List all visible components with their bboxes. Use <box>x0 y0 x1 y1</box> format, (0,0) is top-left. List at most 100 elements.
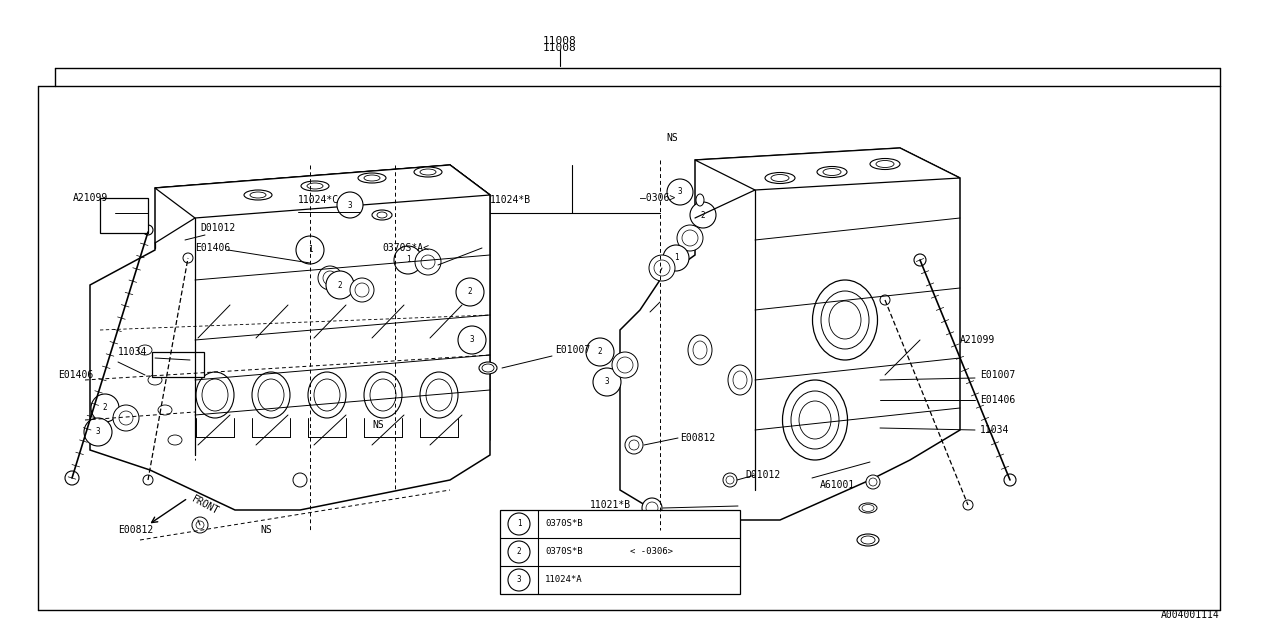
Ellipse shape <box>858 534 879 546</box>
Text: 3: 3 <box>604 378 609 387</box>
Ellipse shape <box>859 503 877 513</box>
Circle shape <box>196 521 204 529</box>
Text: 1: 1 <box>673 253 678 262</box>
Circle shape <box>663 245 689 271</box>
Ellipse shape <box>692 341 707 359</box>
Text: 11008: 11008 <box>543 36 577 46</box>
Ellipse shape <box>426 379 452 411</box>
Ellipse shape <box>358 173 387 183</box>
Text: 11024*B: 11024*B <box>490 195 531 205</box>
Ellipse shape <box>364 175 380 181</box>
Text: A61001: A61001 <box>820 480 855 490</box>
Circle shape <box>293 473 307 487</box>
Text: D01012: D01012 <box>745 470 781 480</box>
Circle shape <box>654 260 669 276</box>
Text: 11024*A: 11024*A <box>545 575 582 584</box>
Circle shape <box>508 513 530 535</box>
Circle shape <box>65 471 79 485</box>
Text: E00812: E00812 <box>118 525 154 535</box>
Text: E01406: E01406 <box>980 395 1015 405</box>
Circle shape <box>643 498 662 518</box>
Ellipse shape <box>861 536 876 544</box>
Ellipse shape <box>689 335 712 365</box>
Text: 3: 3 <box>517 575 521 584</box>
Ellipse shape <box>196 372 234 418</box>
Circle shape <box>726 476 733 484</box>
Ellipse shape <box>364 372 402 418</box>
Circle shape <box>690 202 716 228</box>
Polygon shape <box>620 148 960 520</box>
Ellipse shape <box>876 161 893 168</box>
Circle shape <box>296 236 324 264</box>
Circle shape <box>667 179 692 205</box>
Ellipse shape <box>413 167 442 177</box>
Ellipse shape <box>314 379 340 411</box>
Ellipse shape <box>765 173 795 184</box>
Circle shape <box>143 475 154 485</box>
Text: D01012: D01012 <box>200 223 236 233</box>
Text: A21099: A21099 <box>960 335 996 345</box>
Circle shape <box>508 541 530 563</box>
Text: E01007: E01007 <box>556 345 590 355</box>
Text: A004001114: A004001114 <box>1161 610 1220 620</box>
Circle shape <box>326 271 355 299</box>
Ellipse shape <box>372 210 392 220</box>
Text: NS: NS <box>372 420 384 430</box>
Ellipse shape <box>250 192 266 198</box>
Circle shape <box>143 225 154 235</box>
Polygon shape <box>451 165 490 465</box>
Text: 0370S*B: 0370S*B <box>545 547 582 557</box>
Circle shape <box>349 278 374 302</box>
Circle shape <box>119 411 133 425</box>
Text: 2: 2 <box>467 287 472 296</box>
Bar <box>152 352 204 377</box>
Text: E01406: E01406 <box>58 370 93 380</box>
Circle shape <box>91 394 119 422</box>
Ellipse shape <box>799 401 831 439</box>
Circle shape <box>192 517 207 533</box>
Ellipse shape <box>782 380 847 460</box>
Text: 2: 2 <box>598 348 603 356</box>
Ellipse shape <box>728 365 753 395</box>
Ellipse shape <box>252 372 291 418</box>
Ellipse shape <box>696 194 704 206</box>
Ellipse shape <box>479 362 497 374</box>
Text: 3: 3 <box>677 188 682 196</box>
Text: —0306>: —0306> <box>640 193 676 203</box>
Circle shape <box>183 253 193 263</box>
Circle shape <box>682 230 698 246</box>
Text: E01007: E01007 <box>980 370 1015 380</box>
Ellipse shape <box>370 379 396 411</box>
Circle shape <box>458 326 486 354</box>
Circle shape <box>963 500 973 510</box>
Polygon shape <box>155 165 490 220</box>
Ellipse shape <box>259 379 284 411</box>
Text: 2: 2 <box>700 211 705 220</box>
Circle shape <box>113 405 140 431</box>
Text: 1: 1 <box>307 246 312 255</box>
Ellipse shape <box>813 280 878 360</box>
Text: 0370S*B: 0370S*B <box>545 520 582 529</box>
Text: E00812: E00812 <box>680 433 716 443</box>
Circle shape <box>723 473 737 487</box>
Ellipse shape <box>202 379 228 411</box>
Text: 2: 2 <box>102 403 108 413</box>
Text: 2: 2 <box>338 280 342 289</box>
Ellipse shape <box>301 181 329 191</box>
Text: 11021*B: 11021*B <box>590 500 631 510</box>
Circle shape <box>646 502 658 514</box>
Circle shape <box>867 475 881 489</box>
Ellipse shape <box>861 504 874 511</box>
Ellipse shape <box>307 183 323 189</box>
Circle shape <box>677 225 703 251</box>
Text: FRONT: FRONT <box>189 493 220 516</box>
Circle shape <box>508 569 530 591</box>
Ellipse shape <box>791 391 838 449</box>
Text: A21099: A21099 <box>73 193 109 203</box>
Circle shape <box>593 368 621 396</box>
Circle shape <box>914 254 925 266</box>
Text: 3: 3 <box>348 200 352 209</box>
Ellipse shape <box>168 435 182 445</box>
Circle shape <box>881 295 890 305</box>
Ellipse shape <box>148 375 163 385</box>
